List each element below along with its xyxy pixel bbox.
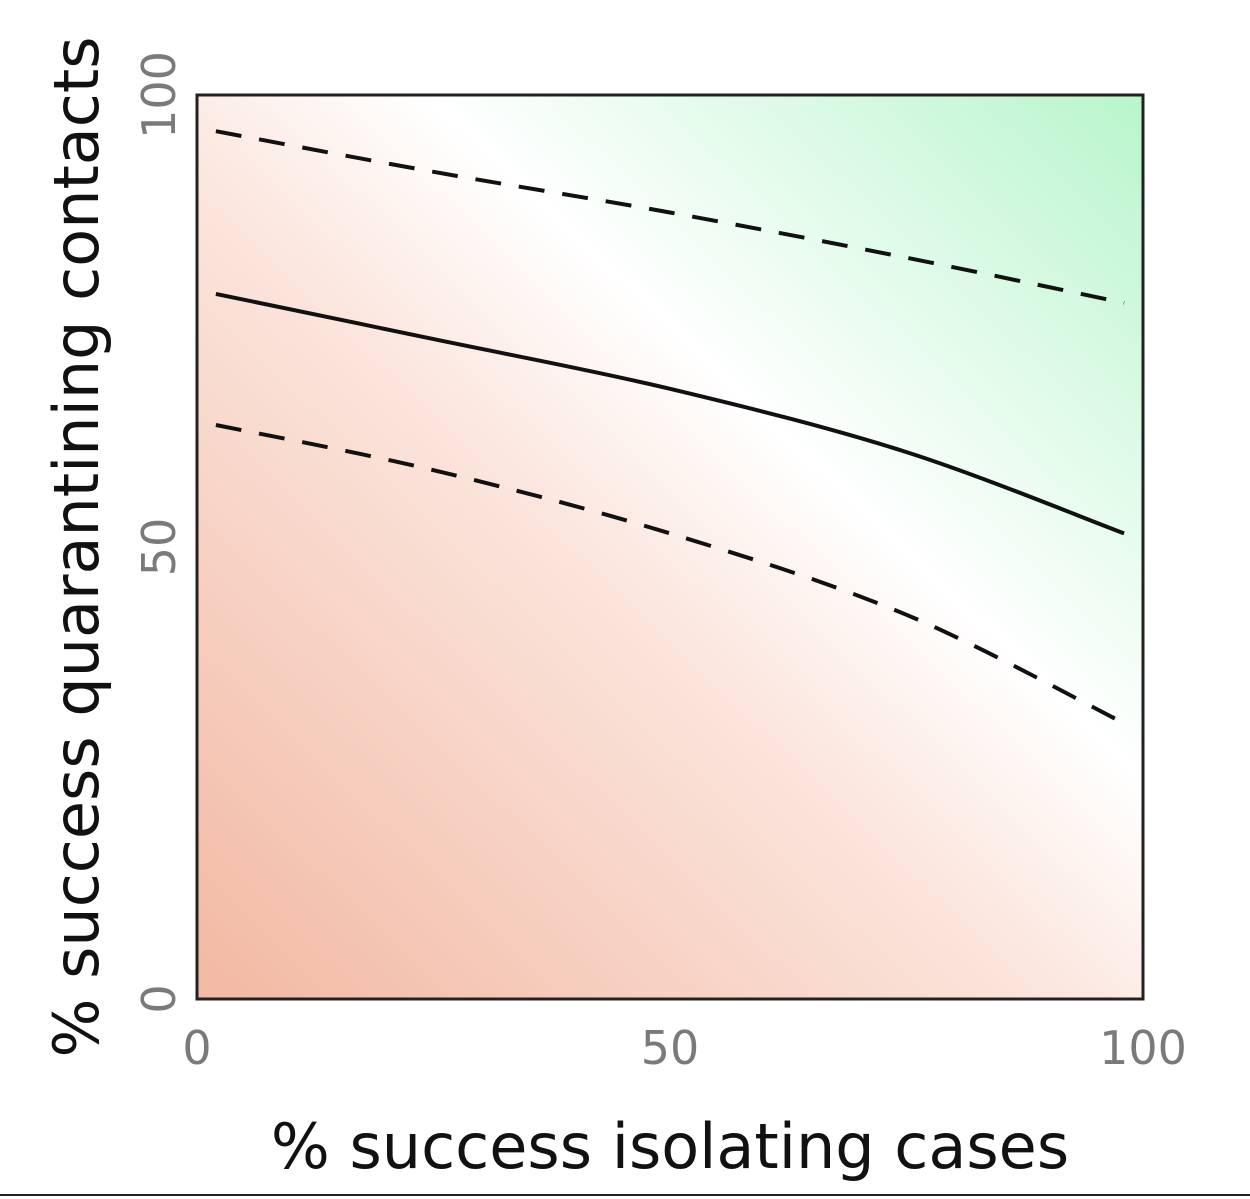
contour-lines [215,129,1125,726]
y-tick-label-50: 50 [132,518,186,577]
y-tick-label-0: 0 [132,984,186,1013]
x-tick-label-50: 50 [641,1021,700,1075]
heatmap-surface [197,95,1143,999]
y-axis-ticks: 0 50 100 [132,51,186,1014]
plot-frame [195,93,1145,1001]
x-axis-title: % success isolating cases [271,1110,1069,1183]
solid-contour-line-2 [215,291,1125,536]
x-tick-label-100: 100 [1099,1021,1187,1075]
x-tick-label-0: 0 [182,1021,211,1075]
x-axis-ticks: 0 50 100 [182,1021,1187,1075]
dashed-contour-line-1 [215,129,1125,305]
dashed-contour-line-3 [215,423,1125,726]
y-tick-label-100: 100 [132,51,186,139]
y-axis-title: % success quarantining contacts [40,36,113,1057]
